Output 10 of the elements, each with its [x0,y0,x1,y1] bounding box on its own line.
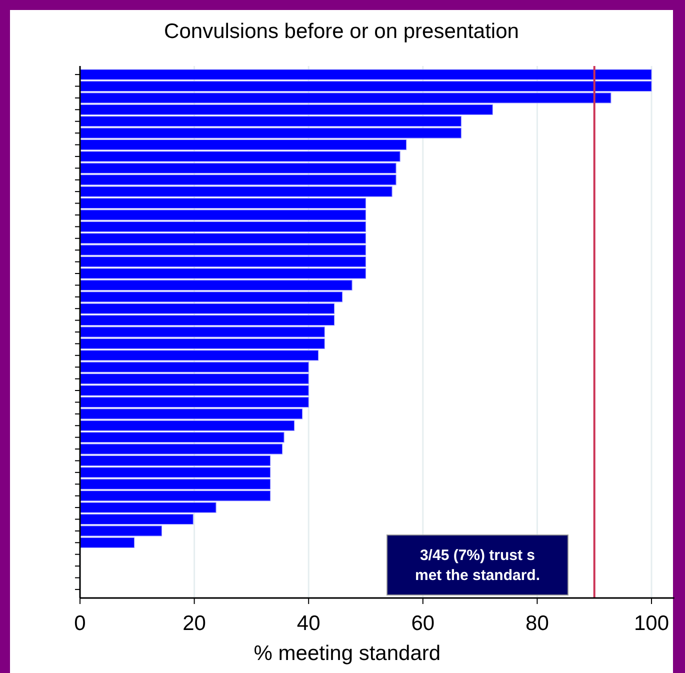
annotation: 3/45 (7%) trust s met the standard. [414,547,540,584]
x-tick-label: 0 [74,612,86,635]
x-tick-label: 80 [526,612,549,635]
note-box: 3/45 (7%) trust s met the standard. [386,534,568,596]
x-tick-label: 60 [411,612,435,635]
x-axis-title: % meeting standard [254,642,441,665]
x-tick-label: 40 [296,612,320,635]
chart-title: Convulsions before or on presentation [164,20,519,43]
x-tick-label: 100 [634,612,670,635]
x-tick-label: 20 [182,612,206,635]
